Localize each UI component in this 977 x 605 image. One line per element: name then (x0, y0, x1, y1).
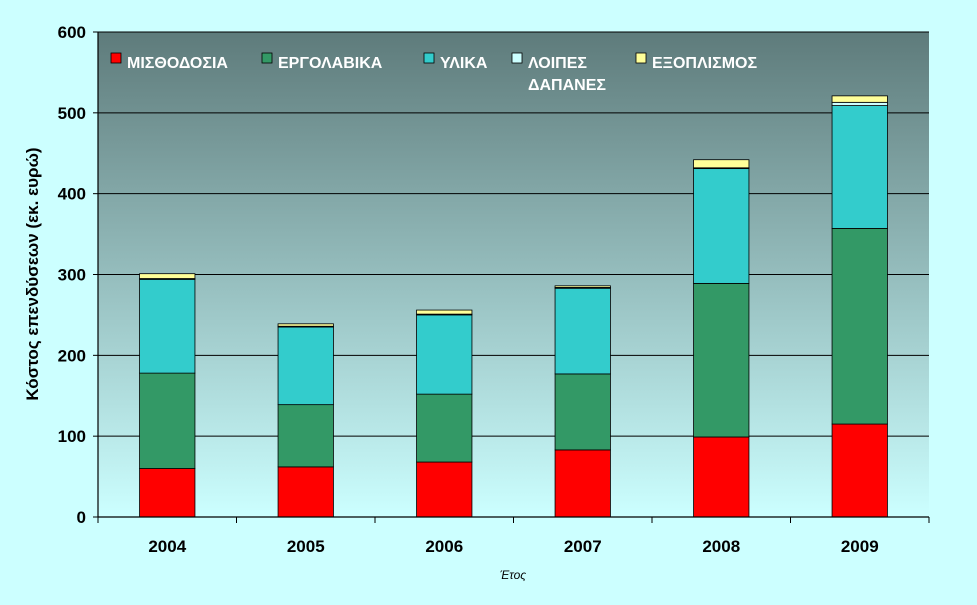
y-axis-title: Κόστος επενδύσεων (εκ. ευρώ) (23, 147, 42, 400)
x-tick-label: 2004 (148, 537, 186, 556)
y-tick-label: 300 (58, 266, 86, 285)
legend-label: ΥΛΙΚΑ (440, 55, 488, 72)
bar-segment (831, 95, 888, 103)
legend-label: ΛΟΙΠΕΣ ΔΑΠΑΝΕΣ (528, 55, 606, 94)
gridlines (98, 31, 929, 437)
x-tick-label: 2006 (425, 537, 463, 556)
y-tick-label: 600 (58, 23, 86, 42)
bar-segment (693, 436, 750, 518)
bars (139, 95, 888, 518)
legend-swatch (635, 52, 647, 64)
legend-label: ΕΡΓΟΛΑΒΙΚΑ (278, 55, 383, 72)
legend-swatch (511, 52, 523, 64)
bar-segment (277, 323, 334, 327)
bar-segment (139, 278, 196, 374)
legend-label: ΜΙΣΘΟΔΟΣΙΑ (127, 55, 228, 72)
bar-segment (139, 468, 196, 518)
bar-segment (416, 314, 473, 395)
x-tick-label: 2005 (287, 537, 325, 556)
bar-segment (554, 449, 611, 518)
y-tick-label: 400 (58, 185, 86, 204)
legend: ΜΙΣΘΟΔΟΣΙΑ ΕΡΓΟΛΑΒΙΚΑ ΥΛΙΚΑ ΛΟΙΠΕΣ ΔΑΠΑΝΕΣ ΕΞ… (110, 52, 757, 94)
bar-segment (831, 101, 888, 106)
bar-segment (139, 372, 196, 469)
x-tick-label: 2009 (841, 537, 879, 556)
bar-segment (554, 373, 611, 451)
y-tick-label: 100 (58, 427, 86, 446)
x-axis-title: Έτος (500, 568, 526, 582)
bar-segment (831, 423, 888, 518)
axes: 0 100 200 300 400 500 600 2004 2005 2006 2007 2008 2… (58, 23, 930, 556)
y-tick-label: 500 (58, 104, 86, 123)
bar-segment (277, 326, 334, 406)
y-tick-label: 200 (58, 346, 86, 365)
bar-segment (554, 285, 611, 288)
bar-segment (554, 287, 611, 375)
legend-swatch (423, 52, 435, 64)
bar-segment (693, 282, 750, 438)
bar-segment (277, 466, 334, 518)
bar-segment (416, 309, 473, 315)
y-tick-label: 0 (77, 508, 86, 527)
legend-label: ΕΞΟΠΛΙΣΜΟΣ (652, 55, 757, 72)
bar-segment (693, 159, 750, 169)
x-tick-label: 2007 (564, 537, 602, 556)
bar-segment (831, 228, 888, 425)
legend-swatch (261, 52, 273, 64)
legend-swatch (110, 52, 122, 64)
bar-segment (693, 168, 750, 284)
bar-segment (139, 273, 196, 279)
bar-segment (277, 404, 334, 468)
bar-segment (416, 393, 473, 463)
bar-segment (831, 105, 888, 229)
bar-segment (416, 461, 473, 518)
x-tick-label: 2008 (702, 537, 740, 556)
